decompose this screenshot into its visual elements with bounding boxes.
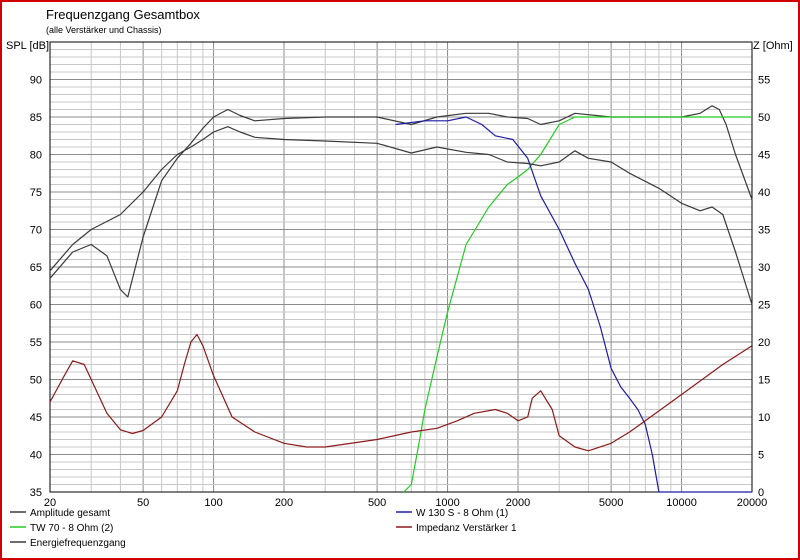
y-tick-label-right: 15 xyxy=(758,375,770,387)
chart-subtitle: (alle Verstärker und Chassis) xyxy=(46,25,162,35)
x-tick-label: 500 xyxy=(368,497,386,509)
chart-title: Frequenzgang Gesamtbox xyxy=(46,7,200,22)
y-tick-label-left: 75 xyxy=(30,187,42,199)
x-tick-label: 20000 xyxy=(737,497,768,509)
y-tick-label-left: 90 xyxy=(30,75,42,87)
x-tick-label: 1000 xyxy=(435,497,459,509)
y-tick-label-left: 50 xyxy=(30,375,42,387)
x-tick-label: 100 xyxy=(204,497,222,509)
y-tick-label-left: 35 xyxy=(30,487,42,499)
legend: Amplitude gesamt TW 70 - 8 Ohm (2) Energie… xyxy=(10,508,517,549)
series-line-energiefrequenzgang xyxy=(49,126,753,305)
grid-lines xyxy=(50,42,752,492)
y-axis-label-right: Z [Ohm] xyxy=(753,40,793,52)
series-line-w-130-s-8-ohm-1 xyxy=(395,116,752,493)
y-tick-label-left: 85 xyxy=(30,112,42,124)
series-lines xyxy=(49,105,753,493)
legend-label: Energiefrequenzgang xyxy=(30,538,126,549)
y-tick-label-right: 20 xyxy=(758,337,770,349)
legend-label: TW 70 - 8 Ohm (2) xyxy=(30,523,113,534)
y-tick-label-right: 50 xyxy=(758,112,770,124)
y-tick-label-right: 55 xyxy=(758,75,770,87)
y-tick-label-left: 80 xyxy=(30,150,42,162)
x-tick-label: 2000 xyxy=(506,497,530,509)
axis-ticks: 20 50 100 200 500 1000 2000 5000 10000 2000035404… xyxy=(30,75,771,510)
series-line-impedanz-verst-rker-1 xyxy=(49,333,753,452)
x-tick-label: 5000 xyxy=(599,497,623,509)
y-tick-label-left: 70 xyxy=(30,225,42,237)
y-tick-label-left: 45 xyxy=(30,412,42,424)
y-tick-label-left: 55 xyxy=(30,337,42,349)
y-tick-label-right: 10 xyxy=(758,412,770,424)
y-tick-label-right: 40 xyxy=(758,187,770,199)
x-tick-label: 20 xyxy=(44,497,56,509)
y-tick-label-right: 0 xyxy=(758,487,764,499)
y-tick-label-right: 25 xyxy=(758,300,770,312)
x-tick-label: 200 xyxy=(275,497,293,509)
x-tick-label: 10000 xyxy=(666,497,697,509)
x-tick-label: 50 xyxy=(137,497,149,509)
y-tick-label-left: 40 xyxy=(30,450,42,462)
y-tick-label-right: 35 xyxy=(758,225,770,237)
legend-label: Amplitude gesamt xyxy=(30,508,110,519)
plot-border xyxy=(49,41,753,493)
series-line-tw-70-8-ohm-2 xyxy=(403,116,752,493)
y-tick-label-left: 65 xyxy=(30,262,42,274)
y-tick-label-right: 5 xyxy=(758,450,764,462)
y-tick-label-right: 30 xyxy=(758,262,770,274)
y-axis-label-left: SPL [dB] xyxy=(6,40,49,52)
legend-label: W 130 S - 8 Ohm (1) xyxy=(416,508,508,519)
y-tick-label-right: 45 xyxy=(758,150,770,162)
y-tick-label-left: 60 xyxy=(30,300,42,312)
legend-label: Impedanz Verstärker 1 xyxy=(416,523,517,534)
series-line-amplitude-gesamt xyxy=(49,105,753,298)
